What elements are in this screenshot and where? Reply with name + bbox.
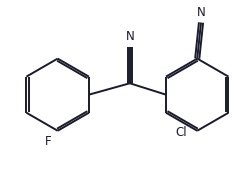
Text: N: N [125, 30, 134, 43]
Text: F: F [45, 135, 52, 148]
Text: N: N [196, 6, 205, 19]
Text: Cl: Cl [175, 125, 187, 139]
